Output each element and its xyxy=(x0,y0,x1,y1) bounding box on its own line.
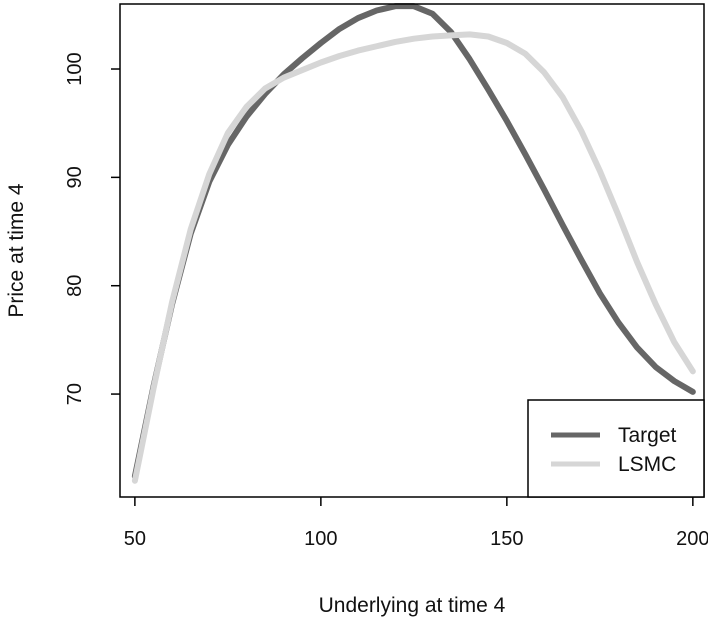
series-line-lsmc xyxy=(131,31,696,484)
plot-area xyxy=(131,3,696,484)
legend: Target LSMC xyxy=(527,399,705,498)
y-axis-title: Price at time 4 xyxy=(5,183,28,318)
x-axis-title: Underlying at time 4 xyxy=(319,594,506,617)
legend-label-lsmc: LSMC xyxy=(618,453,676,476)
y-tick-label: 90 xyxy=(64,166,86,188)
axes: 50 100 150 200 70 80 90 100 xyxy=(64,3,708,550)
x-tick-label: 100 xyxy=(304,528,337,550)
plot-frame xyxy=(119,3,705,498)
legend-box xyxy=(527,399,705,498)
y-tick-label: 80 xyxy=(64,275,86,297)
x-tick-label: 200 xyxy=(676,528,708,550)
legend-label-target: Target xyxy=(618,424,677,447)
series-line-target xyxy=(131,3,696,480)
x-tick-label: 150 xyxy=(490,528,523,550)
y-tick-label: 100 xyxy=(64,52,86,85)
y-tick-label: 70 xyxy=(64,383,86,405)
x-tick-label: 50 xyxy=(124,528,146,550)
